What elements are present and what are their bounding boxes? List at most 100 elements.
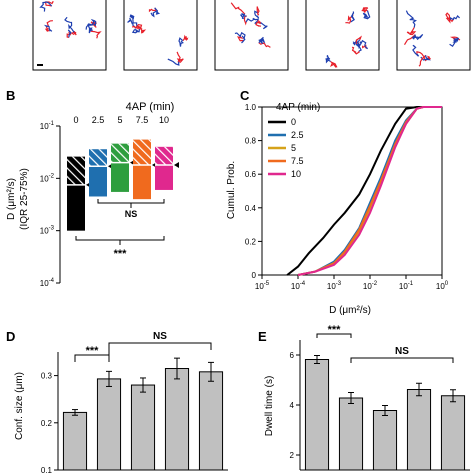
e-sig-bracket xyxy=(316,333,352,338)
c-y-tick-label: 1.0 xyxy=(245,103,257,112)
panel-label-b: B xyxy=(6,88,15,103)
e-bar xyxy=(440,395,466,471)
trajectory-track xyxy=(406,27,417,36)
b-category-label: 0 xyxy=(73,115,78,125)
b-sig-bracket xyxy=(75,236,165,241)
trajectory-track xyxy=(131,25,142,29)
d-y-tick-label: 0.2 xyxy=(41,419,53,428)
d-bar xyxy=(164,368,190,471)
trajectory-track xyxy=(350,11,355,23)
d-sig-bracket xyxy=(74,354,110,362)
d-bar xyxy=(198,371,224,471)
b-category-label: 5 xyxy=(117,115,122,125)
trajectory-track xyxy=(420,55,432,61)
e-sig-label: *** xyxy=(328,324,342,336)
trajectory-track xyxy=(355,35,362,45)
trajectory-track xyxy=(150,7,161,18)
trajectory-track xyxy=(412,44,420,57)
trajectory-track xyxy=(356,39,361,49)
trajectory-track xyxy=(260,22,268,30)
e-bar xyxy=(372,410,398,471)
c-x-tick-label: 10-4 xyxy=(291,281,306,291)
b-sig-label: *** xyxy=(114,248,128,260)
c-x-tick-label: 10-1 xyxy=(399,281,414,291)
e-y-tick-label: 2 xyxy=(290,451,295,460)
c-plot-frame xyxy=(261,106,443,276)
d-sig-label: *** xyxy=(86,345,100,357)
trajectory-track xyxy=(330,60,338,68)
panel-label-e: E xyxy=(258,329,267,344)
c-ylabel: Cumul. Prob. xyxy=(226,161,237,219)
trajectory-track xyxy=(178,37,184,47)
trajectory-track xyxy=(129,14,138,26)
d-ns-bracket xyxy=(108,342,212,356)
c-series-line xyxy=(297,106,442,276)
b-header: 4AP (min) xyxy=(126,101,175,113)
b-y-tick-label: 10-1 xyxy=(40,121,55,131)
c-legend-label: 0 xyxy=(291,117,296,127)
b-box-upper-hatch xyxy=(155,146,173,165)
trajectory-track xyxy=(167,58,180,66)
c-legend-label: 7.5 xyxy=(291,156,304,166)
c-y-tick-label: 0.2 xyxy=(245,237,257,246)
e-bar xyxy=(338,397,364,471)
trajectory-track xyxy=(44,20,53,32)
panel-label-c: C xyxy=(240,88,250,103)
trajectory-track xyxy=(239,12,247,19)
trajectory-track xyxy=(255,20,262,27)
trajectory-track xyxy=(258,36,266,45)
d-y-tick-label: 0.1 xyxy=(41,466,53,474)
e-bar xyxy=(304,359,330,471)
trajectory-track xyxy=(449,36,460,48)
trajectory-track xyxy=(359,39,369,50)
b-box-lower xyxy=(67,184,85,231)
trajectory-track xyxy=(182,34,189,42)
d-bar xyxy=(96,378,122,471)
e-ylabel: Dwell time (s) xyxy=(264,376,275,437)
trajectory-tile xyxy=(396,0,471,71)
trajectory-track xyxy=(176,51,184,63)
b-ns-label: NS xyxy=(125,209,138,219)
trajectory-track xyxy=(127,17,137,29)
trajectory-track xyxy=(405,10,417,28)
e-y-tick-label: 6 xyxy=(290,351,295,360)
trajectory-tile xyxy=(305,0,380,71)
b-y-tick-label: 10-2 xyxy=(40,173,55,183)
panel-b-box-chart: 4AP (min) D (μm²/s) (IQR 25-75%) 10-1 10-… xyxy=(6,101,179,288)
b-y-tick-label: 10-4 xyxy=(40,278,55,288)
c-series-line xyxy=(297,106,442,276)
b-box-upper-hatch xyxy=(89,149,107,167)
b-box-lower xyxy=(111,162,129,192)
trajectory-track xyxy=(71,30,77,36)
trajectory-track xyxy=(234,31,246,44)
c-y-tick-label: 0.4 xyxy=(245,204,257,213)
c-y-tick-label: 0.6 xyxy=(245,170,257,179)
trajectory-track xyxy=(87,24,93,34)
d-y-tick-label: 0.3 xyxy=(41,372,53,381)
b-box-upper-hatch xyxy=(111,143,129,163)
b-median-marker xyxy=(174,161,179,168)
c-legend-label: 2.5 xyxy=(291,130,304,140)
panel-d-bar-chart: Conf. size (μm) 0.1 0.2 0.3 *** NS xyxy=(14,331,228,474)
b-ylabel: D (μm²/s) xyxy=(6,178,17,220)
b-y-tick-label: 10-3 xyxy=(40,226,55,236)
b-category-label: 10 xyxy=(159,115,169,125)
b-box-lower xyxy=(155,164,173,190)
trajectory-track xyxy=(362,10,371,20)
trajectory-track xyxy=(39,1,53,12)
e-y-tick-label: 4 xyxy=(290,401,295,410)
b-box-upper-hatch xyxy=(67,156,85,185)
c-x-tick-label: 100 xyxy=(436,281,449,291)
panel-label-d: D xyxy=(6,329,15,344)
c-series-line xyxy=(297,106,442,276)
trajectory-track xyxy=(67,29,72,38)
panel-a-trajectory-tiles xyxy=(32,0,471,71)
b-box-upper-hatch xyxy=(133,139,151,165)
trajectory-track xyxy=(131,28,140,34)
trajectory-track xyxy=(43,24,53,32)
trajectory-track xyxy=(254,10,260,19)
c-legend-label: 5 xyxy=(291,143,296,153)
trajectory-track xyxy=(449,15,461,21)
c-series-line xyxy=(286,106,442,276)
